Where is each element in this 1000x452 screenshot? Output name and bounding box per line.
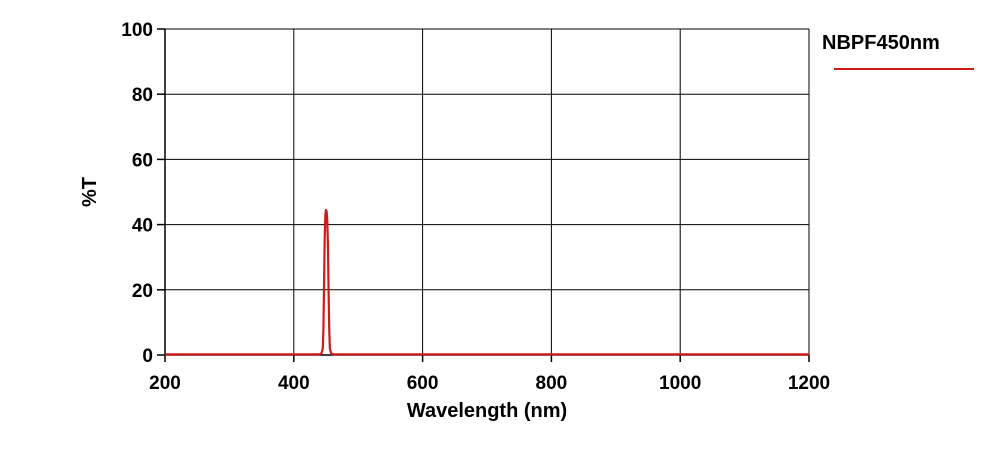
x-tick-label-800: 800 <box>536 373 568 394</box>
series-line-0 <box>165 208 809 356</box>
axes <box>157 28 810 362</box>
legend-label: NBPF450nm <box>822 32 940 54</box>
y-tick-label-0: 0 <box>142 346 153 367</box>
series-layer <box>165 208 809 356</box>
y-tick-labels: 0 20 40 60 80 100 <box>121 20 153 367</box>
x-tick-label-400: 400 <box>278 373 310 394</box>
x-tick-labels: 200 400 600 800 1000 1200 <box>149 373 830 394</box>
y-tick-label-80: 80 <box>132 85 153 106</box>
x-tick-label-1000: 1000 <box>659 373 701 394</box>
x-tick-label-1200: 1200 <box>788 373 830 394</box>
y-tick-label-100: 100 <box>121 20 153 41</box>
y-axis-title: %T <box>79 177 101 207</box>
y-tick-label-60: 60 <box>132 150 153 171</box>
x-tick-label-200: 200 <box>149 373 181 394</box>
y-tick-label-20: 20 <box>132 281 153 302</box>
x-tick-label-600: 600 <box>407 373 439 394</box>
legend: NBPF450nm <box>822 32 974 70</box>
y-tick-label-40: 40 <box>132 216 153 237</box>
x-axis-title: Wavelength (nm) <box>407 400 567 422</box>
grid <box>165 28 810 355</box>
